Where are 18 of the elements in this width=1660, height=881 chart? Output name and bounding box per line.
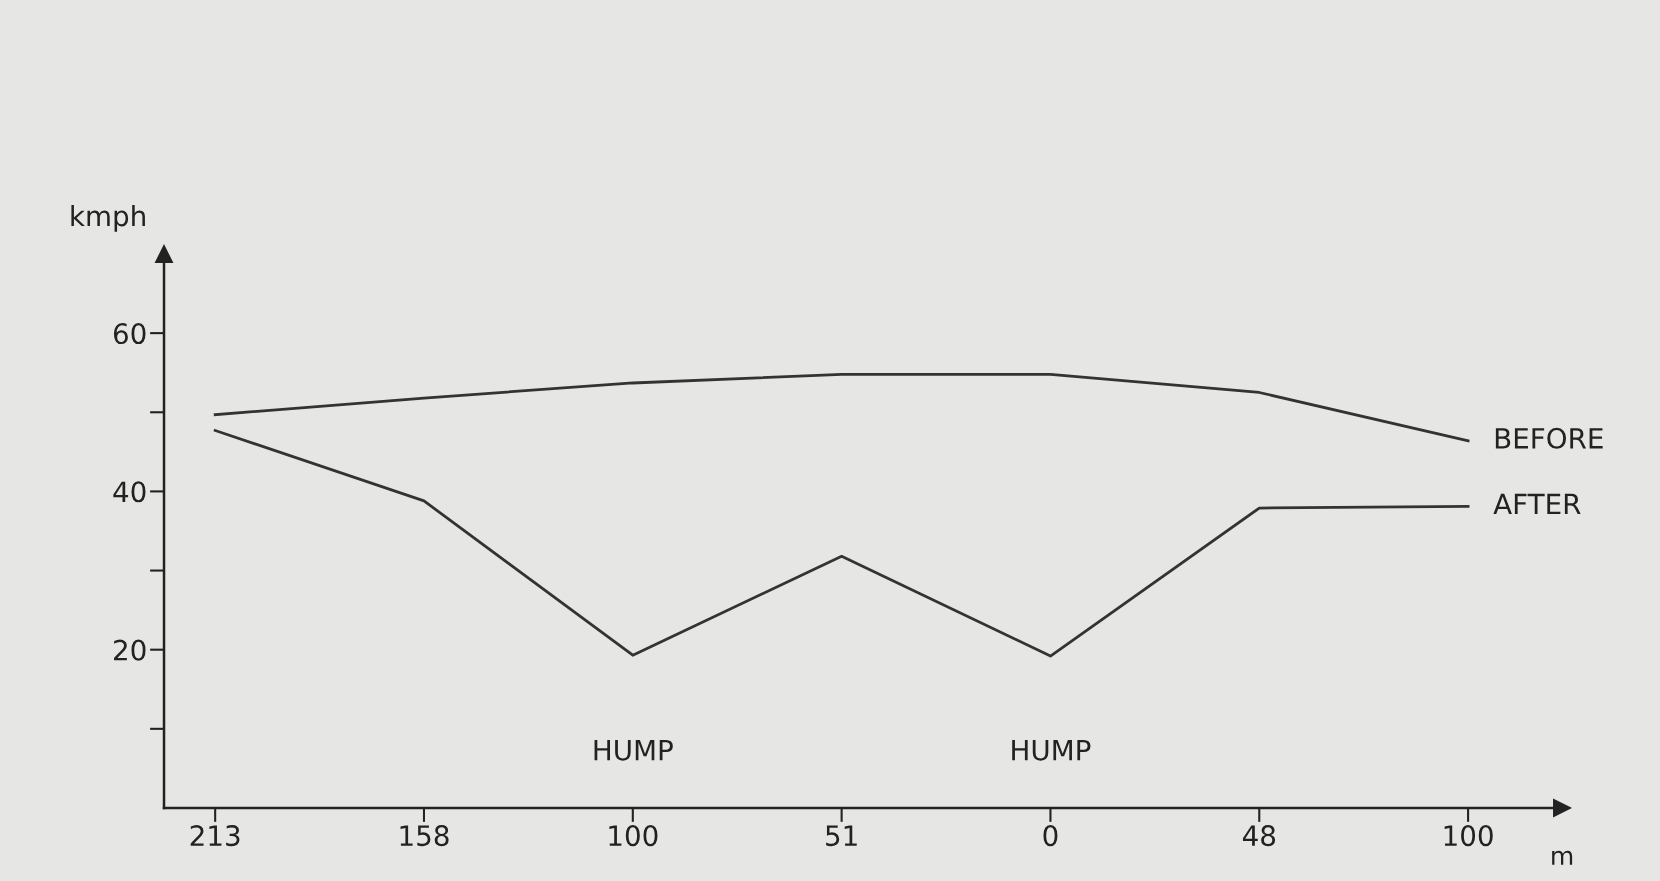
series-label: BEFORE	[1495, 427, 1603, 449]
x-tick-label: 213	[190, 825, 240, 847]
x-tick-label: 0	[1043, 825, 1058, 847]
x-tick-label: 158	[400, 825, 449, 847]
series-label: AFTER	[1493, 493, 1581, 515]
x-axis-title: m	[1552, 850, 1573, 865]
annotation: HUMP	[1012, 739, 1091, 761]
y-tick-label: 40	[113, 481, 146, 503]
y-axis-title: kmph	[71, 204, 145, 232]
x-tick-label: 48	[1242, 825, 1276, 847]
x-tick-label: 100	[1444, 825, 1493, 847]
x-tick-label: 100	[609, 825, 658, 847]
x-tick-label: 51	[826, 825, 857, 847]
annotation: HUMP	[594, 739, 673, 761]
y-tick-label: 60	[113, 323, 146, 345]
y-tick-label: 20	[114, 639, 146, 661]
line-series	[213, 372, 1470, 443]
line-series	[213, 429, 1470, 658]
